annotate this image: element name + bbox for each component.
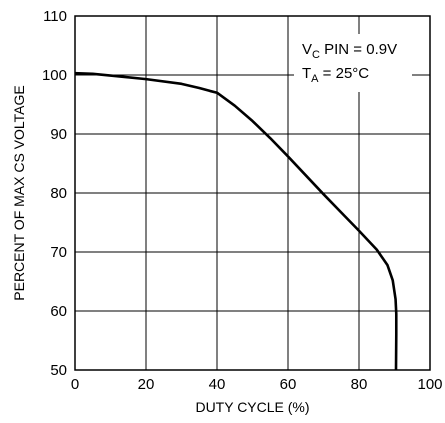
x-axis-title: DUTY CYCLE (%) <box>195 399 309 415</box>
plot-border <box>74 15 431 371</box>
x-tick-label: 40 <box>209 376 226 393</box>
x-tick-label: 60 <box>280 376 297 393</box>
annotation-line-1: TA = 25°C <box>302 65 369 85</box>
annotation-line-0: VC PIN = 0.9V <box>302 41 397 61</box>
x-tick-labels: 0 20 40 60 80 100 <box>71 376 443 393</box>
x-tick-label: 0 <box>71 376 79 393</box>
annotation-box: VC PIN = 0.9V TA = 25°C <box>294 34 412 92</box>
y-axis-title: PERCENT OF MAX CS VOLTAGE <box>11 85 27 300</box>
plot-frame <box>74 15 431 371</box>
y-tick-label: 100 <box>42 67 67 84</box>
series-line-0 <box>75 71 398 370</box>
y-tick-label: 110 <box>43 8 67 25</box>
series-layer <box>75 71 398 370</box>
y-tick-label: 50 <box>50 362 67 379</box>
y-tick-label: 70 <box>50 244 67 261</box>
x-tick-label: 100 <box>417 376 442 393</box>
x-tick-label: 20 <box>138 376 155 393</box>
y-tick-labels: 50 60 70 80 90 100 110 <box>42 8 67 379</box>
y-tick-label: 60 <box>50 303 67 320</box>
annotation-background <box>294 34 412 92</box>
y-tick-label: 90 <box>50 126 67 143</box>
y-tick-label: 80 <box>50 185 67 202</box>
x-tick-label: 80 <box>351 376 368 393</box>
